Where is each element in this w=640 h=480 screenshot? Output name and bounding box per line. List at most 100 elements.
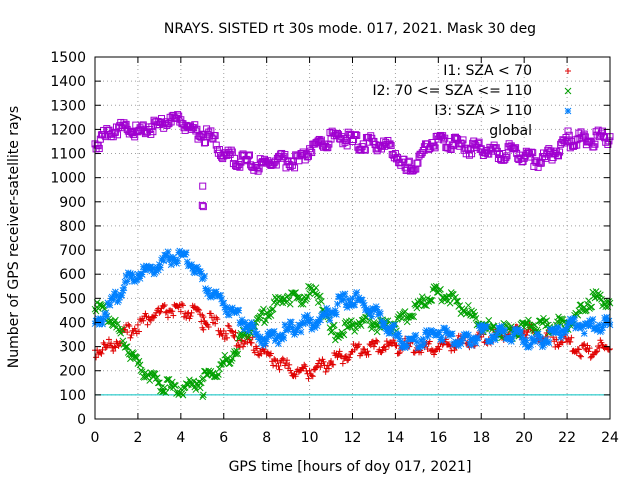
data-point-fill xyxy=(99,346,106,353)
data-point-fill xyxy=(598,127,606,135)
data-point-fill xyxy=(522,319,530,327)
data-point xyxy=(306,290,313,297)
data-point-fill xyxy=(364,348,371,355)
data-point-fill xyxy=(501,155,509,163)
data-point-fill xyxy=(270,327,278,335)
data-point-fill xyxy=(100,339,107,346)
data-point-fill xyxy=(465,151,473,159)
data-point-fill xyxy=(126,323,133,330)
data-point-fill xyxy=(331,307,339,314)
data-point-fill xyxy=(353,289,361,296)
data-point-fill xyxy=(217,291,224,299)
data-point-fill xyxy=(485,150,493,158)
data-point-fill xyxy=(459,136,467,144)
data-point-fill xyxy=(583,346,590,353)
data-point-fill xyxy=(583,306,590,314)
data-point-fill xyxy=(212,320,219,327)
data-point xyxy=(424,346,431,353)
data-point-fill xyxy=(187,313,194,320)
y-tick-label: 900 xyxy=(59,195,86,211)
data-point-fill xyxy=(149,128,157,136)
data-point-fill xyxy=(291,164,299,172)
data-point-fill xyxy=(214,316,221,323)
data-point-fill xyxy=(549,154,557,162)
data-point-fill xyxy=(248,339,255,346)
data-point-fill xyxy=(267,350,274,357)
data-point-fill xyxy=(588,303,596,311)
data-point-fill xyxy=(109,322,117,329)
data-point-fill xyxy=(122,343,130,351)
data-point-fill xyxy=(452,293,459,301)
grid xyxy=(95,57,610,419)
data-point-fill xyxy=(207,310,214,317)
data-point-fill xyxy=(367,342,374,349)
data-point-fill xyxy=(185,309,192,316)
data-point-fill xyxy=(419,335,427,343)
x-tick-label: 20 xyxy=(515,430,533,446)
data-point-fill xyxy=(545,339,553,347)
data-point-fill xyxy=(112,344,119,351)
data-point-fill xyxy=(308,372,315,379)
data-point-fill xyxy=(196,307,203,314)
data-point-fill xyxy=(129,270,136,278)
data-point-fill xyxy=(286,300,294,308)
data-point-fill xyxy=(218,295,225,303)
data-point-fill xyxy=(418,349,425,356)
data-point-fill xyxy=(153,374,161,382)
data-point-fill xyxy=(431,144,439,152)
data-point-fill xyxy=(261,348,268,355)
data-point-fill xyxy=(437,285,444,293)
plot-frame xyxy=(94,56,611,420)
data-point-fill xyxy=(164,248,172,256)
data-point-fill xyxy=(604,140,612,148)
data-point-fill xyxy=(179,302,186,309)
data-point-fill xyxy=(527,153,535,161)
data-point-fill xyxy=(270,299,278,306)
data-point-fill xyxy=(205,286,213,294)
data-point-fill xyxy=(288,161,296,169)
data-point-fill xyxy=(387,142,395,150)
data-point-fill xyxy=(344,323,352,331)
data-point-fill xyxy=(565,335,572,342)
data-point-fill xyxy=(529,149,537,157)
legend-marker xyxy=(564,107,572,115)
y-tick-label: 1100 xyxy=(50,147,86,163)
data-point-fill xyxy=(341,353,348,360)
data-point-fill xyxy=(410,313,418,321)
data-point-fill xyxy=(304,311,311,319)
data-point-fill xyxy=(211,132,219,140)
data-point-fill xyxy=(590,143,598,151)
chart-title: NRAYS. SISTED rt 30s mode. 017, 2021. Ma… xyxy=(164,21,536,37)
data-point-fill xyxy=(103,313,111,320)
data-point-fill xyxy=(573,141,581,149)
legend-label: I1: SZA < 70 xyxy=(443,63,532,79)
data-point-fill xyxy=(133,354,141,362)
x-tick-label: 18 xyxy=(472,430,490,446)
x-tick-label: 22 xyxy=(558,430,576,446)
outliers xyxy=(198,182,207,401)
data-point-fill xyxy=(144,321,151,328)
data-point-fill xyxy=(140,317,147,324)
data-point-fill xyxy=(127,355,134,363)
data-point-fill xyxy=(305,282,312,290)
data-point-fill xyxy=(373,328,381,336)
data-point-fill xyxy=(111,343,118,350)
data-point-fill xyxy=(556,148,564,156)
data-point-fill xyxy=(326,316,334,324)
data-point-fill xyxy=(501,327,509,335)
data-point-fill xyxy=(377,310,384,318)
data-point-fill xyxy=(174,111,182,119)
data-point-fill xyxy=(568,334,575,341)
data-point-fill xyxy=(313,322,321,330)
data-point-fill xyxy=(348,317,355,325)
data-point-fill xyxy=(219,332,226,339)
data-point-fill xyxy=(258,350,265,357)
data-point xyxy=(177,308,184,315)
data-point-fill xyxy=(469,312,477,320)
data-point-fill xyxy=(250,323,258,331)
data-point-fill xyxy=(161,302,168,309)
data-point-fill xyxy=(95,145,103,153)
y-tick-label: 1400 xyxy=(50,74,86,90)
data-point-fill xyxy=(446,299,454,307)
data-point-fill xyxy=(414,159,422,167)
